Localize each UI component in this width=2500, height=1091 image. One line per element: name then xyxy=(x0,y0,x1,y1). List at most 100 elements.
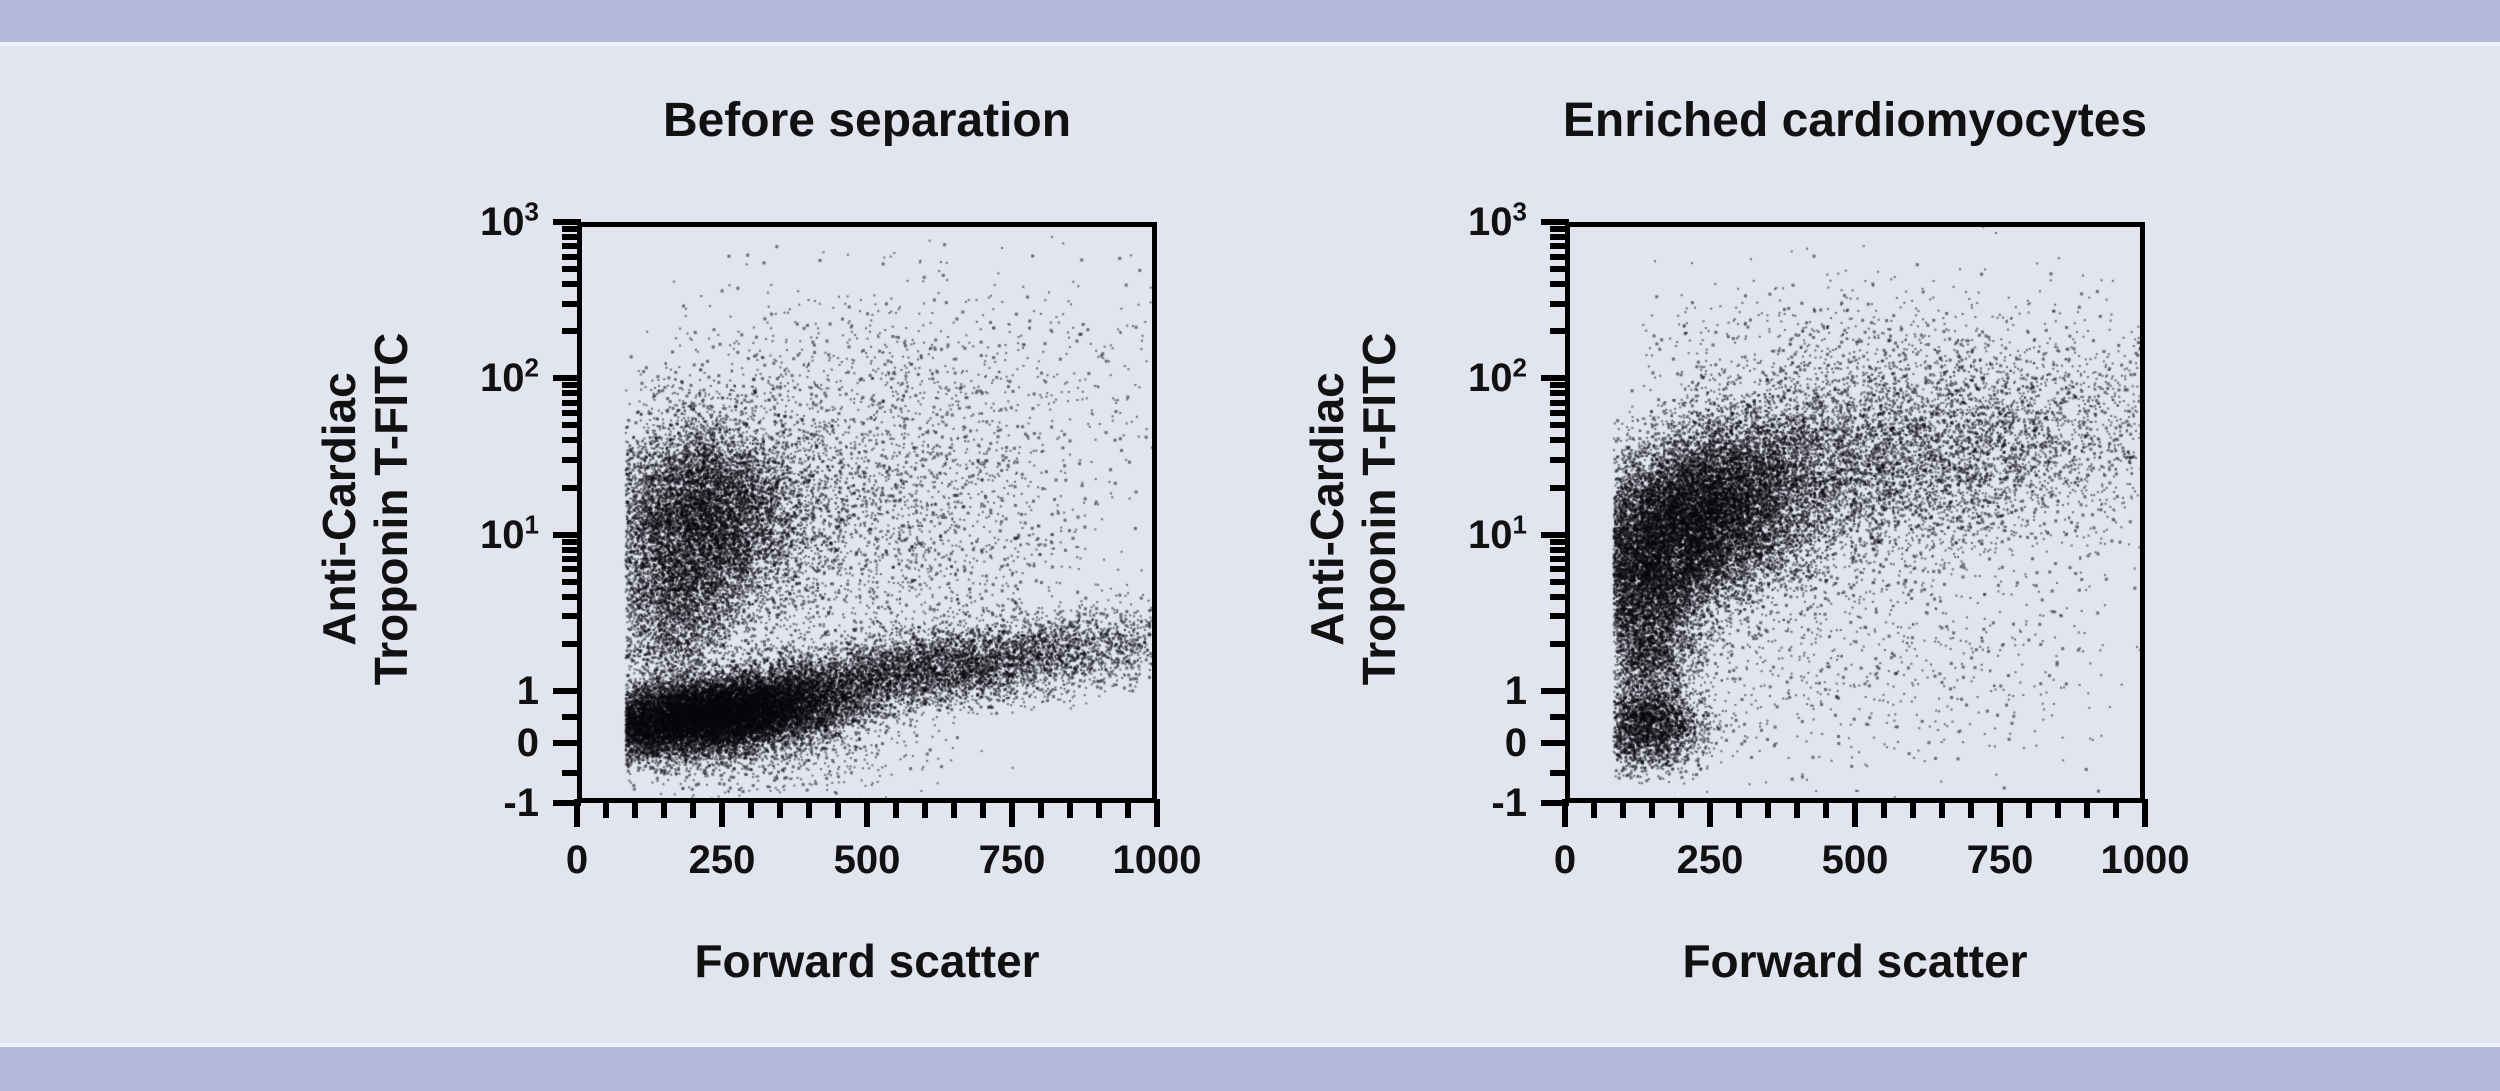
y-minor-tick xyxy=(1550,578,1569,585)
x-major-tick xyxy=(1154,799,1160,827)
x-tick-label: 250 xyxy=(688,838,756,882)
x-minor-tick xyxy=(893,799,899,818)
x-tick-label: 750 xyxy=(978,838,1046,882)
x-tick-label: 1000 xyxy=(1112,838,1202,882)
y-major-tick xyxy=(553,531,581,538)
y-minor-tick xyxy=(562,243,581,250)
y-minor-tick xyxy=(562,538,581,545)
y-major-tick xyxy=(553,740,581,747)
y-major-tick xyxy=(1541,800,1569,806)
y-major-tick xyxy=(553,687,581,694)
x-axis-label: Forward scatter xyxy=(694,935,1040,987)
y-minor-tick xyxy=(562,593,581,600)
x-minor-tick xyxy=(922,799,928,818)
y-minor-tick xyxy=(562,437,581,444)
panel-before-separation: Before separation Anti-Cardiac Troponin … xyxy=(313,94,1201,987)
panel-title: Before separation xyxy=(662,94,1072,147)
y-minor-tick xyxy=(1550,300,1569,307)
y-minor-tick xyxy=(1550,243,1569,250)
x-minor-tick xyxy=(1649,799,1655,818)
x-major-tick xyxy=(1707,799,1713,827)
y-minor-tick xyxy=(1550,546,1569,553)
x-minor-tick xyxy=(777,799,783,818)
y-minor-tick xyxy=(562,484,581,491)
y-tick-label: 102 xyxy=(480,352,539,401)
y-minor-tick xyxy=(1550,266,1569,273)
y-minor-tick xyxy=(1550,538,1569,545)
x-minor-tick xyxy=(690,799,696,818)
x-major-tick xyxy=(719,799,725,827)
y-major-tick xyxy=(553,800,581,806)
x-major-tick xyxy=(1562,799,1568,827)
x-major-tick xyxy=(864,799,870,827)
y-minor-tick xyxy=(1550,382,1569,389)
y-minor-tick xyxy=(1550,640,1569,647)
y-minor-tick xyxy=(562,410,581,417)
y-tick-label: -1 xyxy=(503,781,539,825)
y-tick-label: 0 xyxy=(1504,721,1527,766)
y-tick-label: 1 xyxy=(516,668,539,713)
x-minor-tick xyxy=(2026,799,2032,818)
x-minor-tick xyxy=(661,799,667,818)
x-minor-tick xyxy=(835,799,841,818)
y-minor-tick xyxy=(562,382,581,389)
scatter-plot-canvas xyxy=(1565,222,2145,803)
y-major-tick xyxy=(553,219,581,225)
y-major-tick xyxy=(1541,687,1569,694)
x-minor-tick xyxy=(1939,799,1945,818)
y-tick-label: -1 xyxy=(1491,781,1527,825)
x-major-tick xyxy=(574,799,580,827)
y-minor-tick xyxy=(1550,234,1569,241)
x-tick-label: 0 xyxy=(1553,838,1577,882)
y-minor-tick xyxy=(562,546,581,553)
y-minor-tick xyxy=(562,770,581,777)
y-minor-tick xyxy=(562,714,581,720)
y-minor-tick xyxy=(1550,484,1569,491)
y-axis-label-line1: Anti-Cardiac xyxy=(1301,372,1353,646)
y-minor-tick xyxy=(562,640,581,647)
x-minor-tick xyxy=(1038,799,1044,818)
y-minor-tick xyxy=(562,555,581,562)
y-minor-tick xyxy=(1550,613,1569,620)
y-major-tick xyxy=(1541,219,1569,225)
y-major-tick xyxy=(1541,740,1569,747)
y-minor-tick xyxy=(562,578,581,585)
y-minor-tick xyxy=(562,253,581,260)
y-minor-tick xyxy=(562,566,581,573)
y-minor-tick xyxy=(1550,714,1569,720)
x-minor-tick xyxy=(603,799,609,818)
x-minor-tick xyxy=(1591,799,1597,818)
x-minor-tick xyxy=(1910,799,1916,818)
y-minor-tick xyxy=(562,225,581,232)
y-minor-tick xyxy=(1550,410,1569,417)
scatter-plot-canvas xyxy=(577,222,1157,803)
y-minor-tick xyxy=(1550,399,1569,406)
y-minor-tick xyxy=(562,328,581,335)
x-major-tick xyxy=(1997,799,2003,827)
x-minor-tick xyxy=(748,799,754,818)
y-minor-tick xyxy=(562,457,581,464)
x-tick-label: 750 xyxy=(1966,838,2034,882)
x-minor-tick xyxy=(1125,799,1131,818)
x-axis-label: Forward scatter xyxy=(1682,935,2028,987)
x-minor-tick xyxy=(1736,799,1742,818)
x-tick-label: 250 xyxy=(1676,838,1744,882)
y-minor-tick xyxy=(1550,593,1569,600)
panel-title: Enriched cardiomyocytes xyxy=(1562,94,2148,147)
y-minor-tick xyxy=(1550,328,1569,335)
y-minor-tick xyxy=(562,300,581,307)
x-major-tick xyxy=(1009,799,1015,827)
y-tick-label: 103 xyxy=(1468,196,1527,244)
x-minor-tick xyxy=(1968,799,1974,818)
x-minor-tick xyxy=(1620,799,1626,818)
y-axis-label-line1: Anti-Cardiac xyxy=(313,372,365,646)
x-tick-label: 500 xyxy=(833,838,901,882)
y-tick-label: 0 xyxy=(516,721,539,766)
top-decoration-bar xyxy=(0,0,2500,46)
x-tick-label: 0 xyxy=(565,838,589,882)
x-minor-tick xyxy=(980,799,986,818)
y-minor-tick xyxy=(1550,281,1569,288)
y-minor-tick xyxy=(562,390,581,397)
x-minor-tick xyxy=(1823,799,1829,818)
x-minor-tick xyxy=(1881,799,1887,818)
